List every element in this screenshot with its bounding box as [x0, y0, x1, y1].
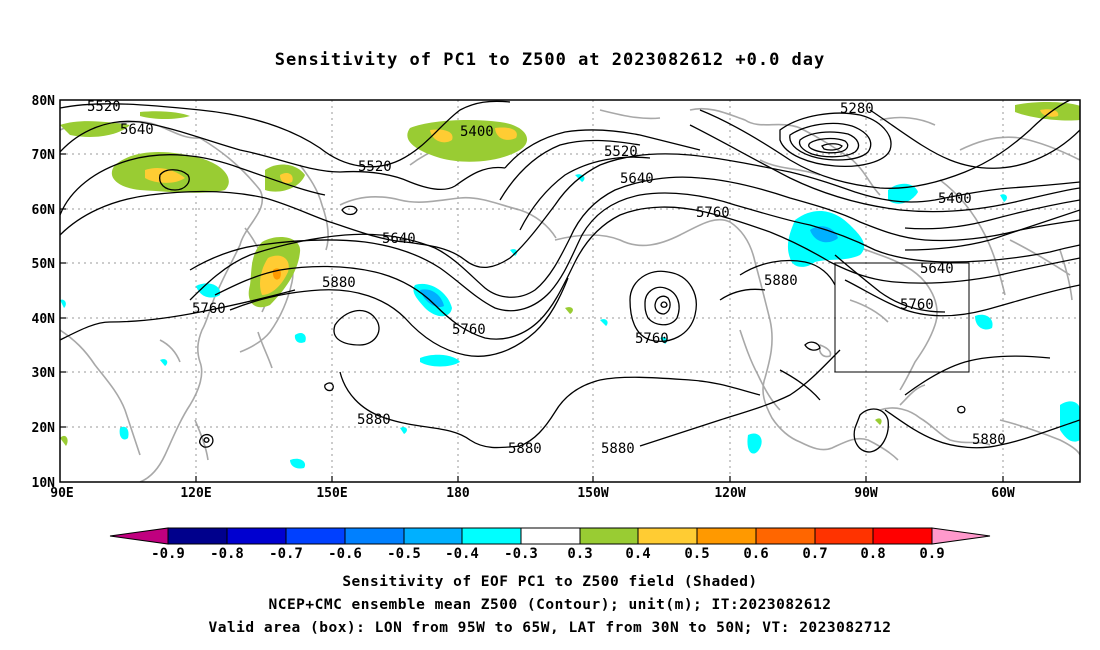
colorbar-label: -0.9 [151, 546, 185, 562]
map-title: Sensitivity of PC1 to Z500 at 2023082612… [274, 50, 826, 70]
contour-label: 5520 [604, 144, 638, 160]
colorbar-segment [403, 527, 463, 545]
lon-label: 150E [316, 486, 347, 501]
colorbar-label: 0.6 [743, 546, 768, 562]
colorbar-segment [520, 527, 581, 545]
contour-label: 5280 [840, 101, 874, 117]
lon-label: 180 [446, 486, 470, 501]
contour-label: 5880 [601, 441, 635, 457]
colorbar-label: 0.7 [802, 546, 827, 562]
contour-label: 5760 [192, 301, 226, 317]
colorbar-overflow-triangle [931, 527, 991, 545]
contour-labels: 5520 5640 5400 5520 5520 5280 5640 5400 … [87, 99, 1006, 457]
contour-label: 5880 [357, 412, 391, 428]
z500-contours [60, 100, 1080, 453]
contour-label: 5640 [382, 231, 416, 247]
colorbar-label: 0.3 [567, 546, 592, 562]
lon-label: 60W [991, 486, 1015, 501]
colorbar-segment [579, 527, 639, 545]
colorbar-label: 0.8 [860, 546, 885, 562]
colorbar-segment [344, 527, 405, 545]
colorbar-segment [461, 527, 522, 545]
lon-label: 90E [50, 486, 73, 501]
lat-label: 50N [32, 257, 56, 272]
lat-label: 60N [32, 203, 56, 218]
colorbar-segment [755, 527, 816, 545]
latitude-labels: 80N 70N 60N 50N 40N 30N 20N 10N [32, 94, 56, 491]
lat-lon-grid [60, 100, 1080, 482]
map-frame [59, 99, 1081, 483]
contour-label: 5880 [322, 275, 356, 291]
contour-label: 5520 [87, 99, 121, 115]
colorbar-segment [814, 527, 874, 545]
valid-area-box [834, 262, 970, 373]
contour-label: 5760 [696, 205, 730, 221]
lat-label: 80N [32, 94, 56, 109]
colorbar-label: -0.8 [210, 546, 244, 562]
colorbar-segment [872, 527, 933, 545]
contour-label: 5520 [358, 159, 392, 175]
colorbar-label: 0.4 [625, 546, 650, 562]
lat-label: 10N [32, 476, 56, 491]
colorbar-segment [637, 527, 698, 545]
contour-label: 5760 [635, 331, 669, 347]
colorbar-segment [226, 527, 287, 545]
contour-label: 5400 [460, 124, 494, 140]
lat-label: 70N [32, 148, 56, 163]
caption-shaded: Sensitivity of EOF PC1 to Z500 field (Sh… [342, 574, 758, 590]
caption-valid-area: Valid area (box): LON from 95W to 65W, L… [208, 620, 892, 636]
lon-label: 120E [180, 486, 211, 501]
colorbar-label: -0.6 [328, 546, 362, 562]
coastlines [60, 107, 1080, 482]
caption-contour: NCEP+CMC ensemble mean Z500 (Contour); u… [268, 597, 832, 613]
contour-label: 5640 [120, 122, 154, 138]
colorbar-labels: -0.9 -0.8 -0.7 -0.6 -0.5 -0.4 -0.3 0.3 0… [151, 546, 945, 562]
colorbar-label: -0.5 [387, 546, 421, 562]
contour-label: 5640 [920, 261, 954, 277]
colorbar-segment [167, 527, 228, 545]
contour-label: 5760 [900, 297, 934, 313]
colorbar-underflow-triangle [109, 527, 169, 545]
colorbar-label: -0.7 [269, 546, 303, 562]
contour-label: 5880 [972, 432, 1006, 448]
colorbar-label: -0.3 [504, 546, 538, 562]
contour-label: 5400 [938, 191, 972, 207]
contour-label: 5880 [764, 273, 798, 289]
lat-label: 20N [32, 421, 56, 436]
lat-label: 40N [32, 312, 56, 327]
lon-label: 90W [854, 486, 878, 501]
colorbar-label: -0.4 [445, 546, 479, 562]
colorbar-segment [696, 527, 757, 545]
lat-label: 30N [32, 366, 56, 381]
sensitivity-shading [60, 102, 1080, 469]
longitude-labels: 90E 120E 150E 180 150W 120W 90W 60W [50, 486, 1015, 501]
contour-label: 5880 [508, 441, 542, 457]
colorbar-label: 0.5 [684, 546, 709, 562]
colorbar-label: 0.9 [919, 546, 944, 562]
contour-label: 5640 [620, 171, 654, 187]
colorbar [109, 527, 991, 545]
contour-label: 5760 [452, 322, 486, 338]
lon-label: 120W [714, 486, 745, 501]
lon-label: 150W [577, 486, 608, 501]
colorbar-segment [285, 527, 346, 545]
